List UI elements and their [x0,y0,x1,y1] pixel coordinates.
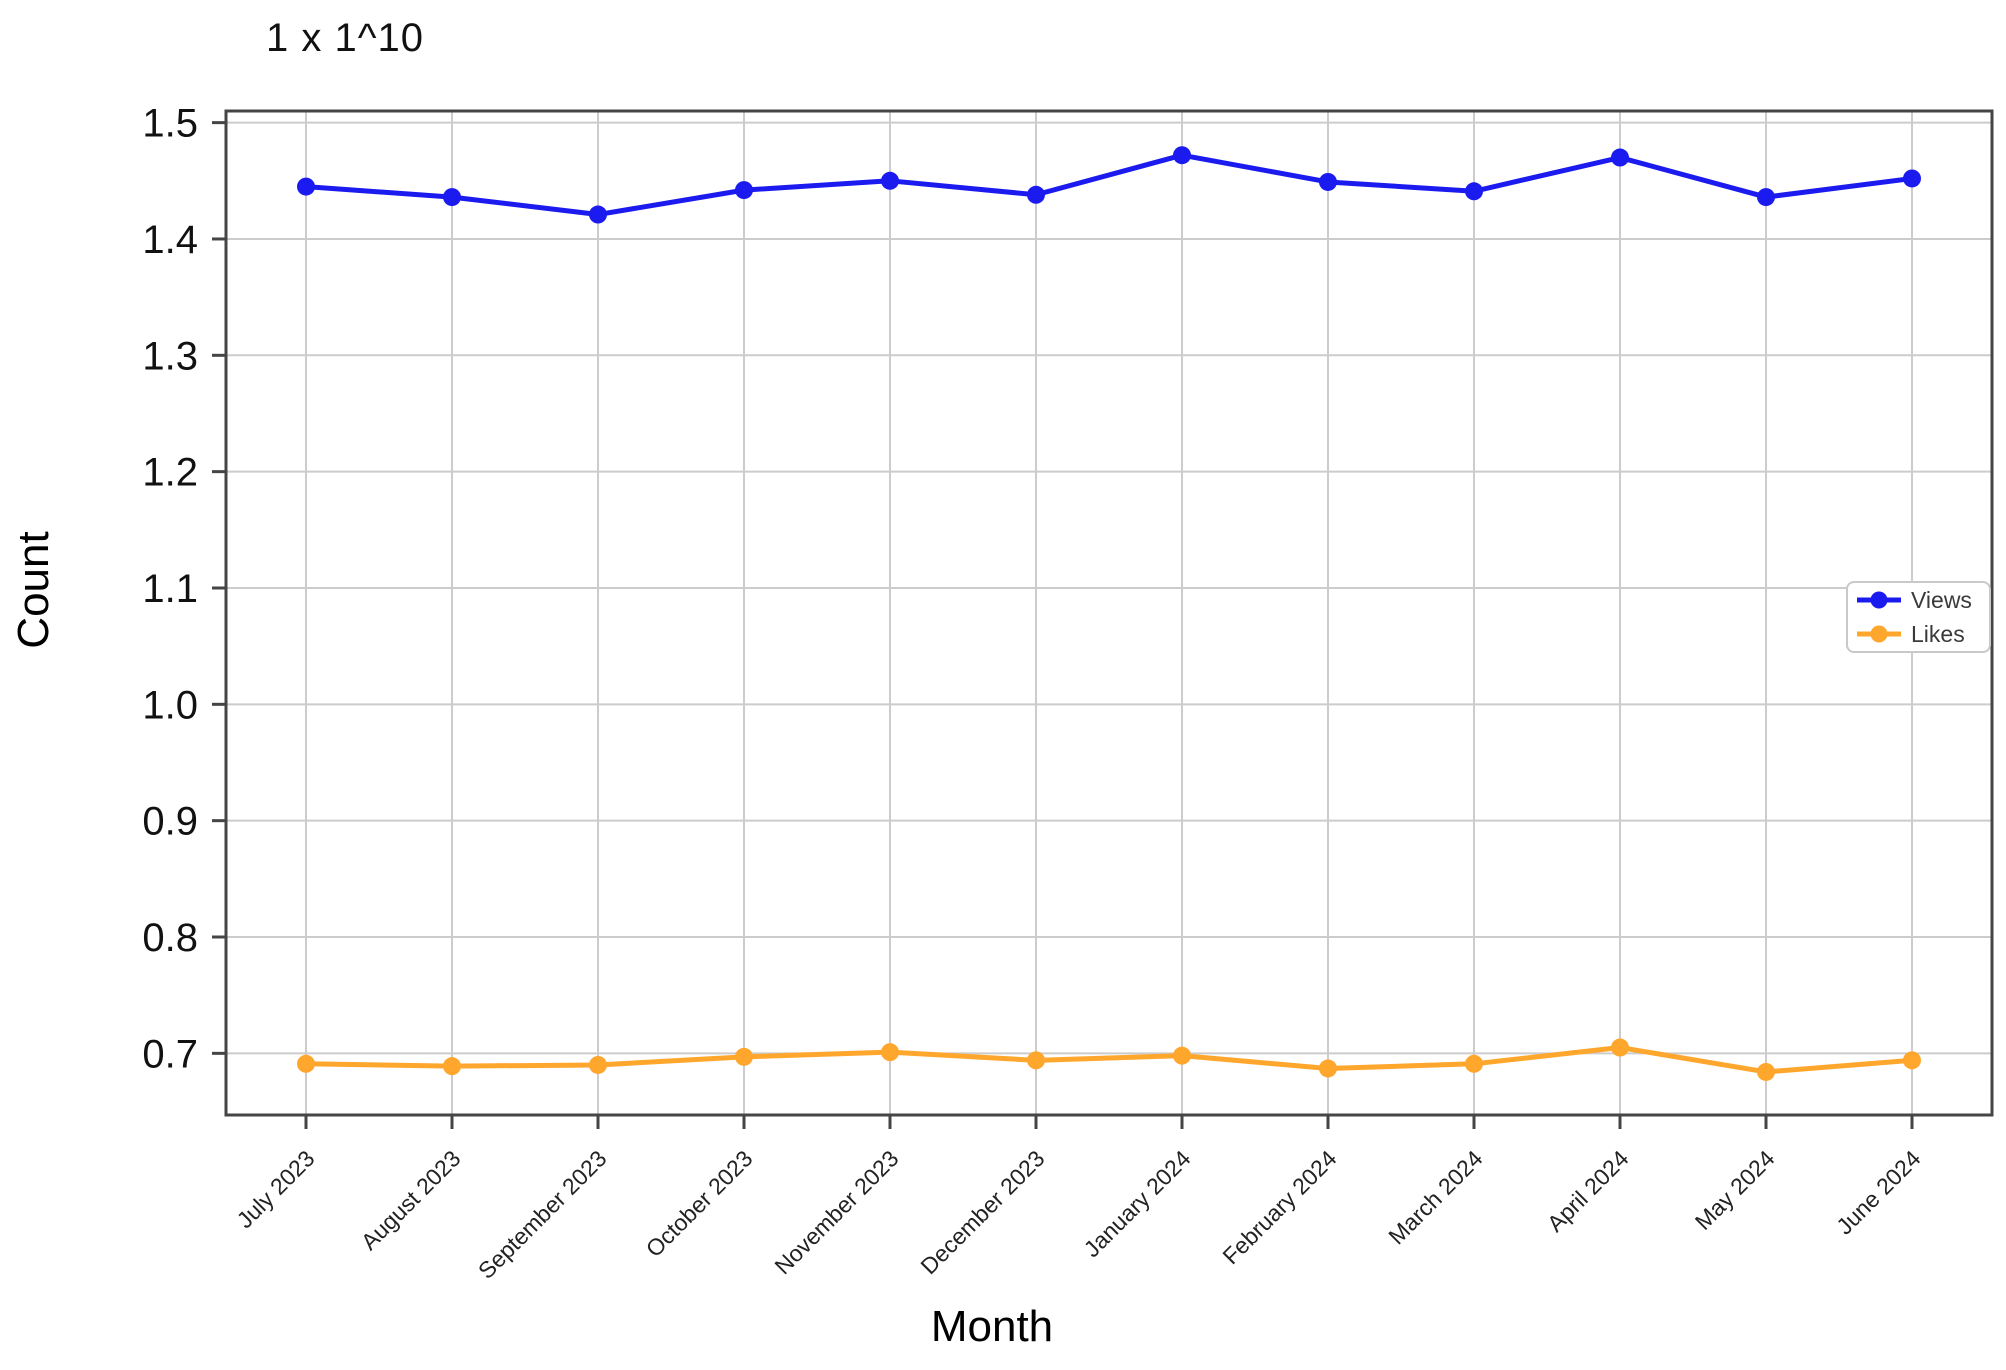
x-axis-title: Month [930,1302,1054,1351]
y-axis-scale-note: 1 x 1^10 [266,16,424,60]
data-point-views-2 [589,205,607,224]
data-point-likes-0 [297,1054,315,1073]
series-line-views [303,152,1915,218]
legend-label-views: Views [1911,587,1972,613]
data-point-likes-1 [443,1057,461,1076]
data-point-views-10 [1757,188,1775,207]
data-point-likes-10 [1757,1062,1775,1081]
data-point-likes-3 [735,1047,753,1066]
data-point-likes-9 [1611,1038,1629,1057]
legend-marker-likes [1870,625,1888,643]
x-tick-label: October 2023 [641,1145,758,1262]
y-tick-label: 0.8 [142,916,198,960]
data-point-likes-5 [1027,1051,1045,1070]
x-tick-label: July 2023 [232,1145,320,1233]
y-tick-label: 0.7 [142,1032,198,1076]
legend-marker-views [1870,591,1888,609]
data-point-likes-6 [1173,1046,1191,1065]
data-point-likes-2 [589,1055,607,1074]
x-tick-label: June 2024 [1831,1145,1925,1239]
plot-border [224,109,1994,1117]
x-tick-label: January 2024 [1079,1145,1196,1262]
x-tick-label: February 2024 [1217,1145,1341,1269]
legend-label-likes: Likes [1911,621,1965,647]
y-tick-label: 1.5 [142,102,198,146]
data-point-views-5 [1027,185,1045,204]
x-tick-label: March 2024 [1383,1145,1487,1249]
data-point-views-11 [1903,169,1921,188]
x-tick-label: December 2023 [915,1145,1049,1279]
y-tick-label: 1.1 [142,567,198,611]
y-tick-label: 1.2 [142,451,198,495]
data-point-views-0 [297,177,315,196]
legend: Views Likes [1846,581,1991,653]
data-point-likes-4 [881,1043,899,1062]
data-point-views-7 [1319,172,1337,191]
data-point-likes-11 [1903,1051,1921,1070]
data-point-views-3 [735,181,753,200]
y-tick-label: 1.4 [142,218,198,262]
y-tick-label: 1.3 [142,334,198,378]
y-tick-label: 1.0 [142,683,198,727]
data-point-views-1 [443,188,461,207]
data-point-views-9 [1611,148,1629,167]
y-tick-label: 0.9 [142,800,198,844]
data-point-views-6 [1173,146,1191,165]
data-point-likes-7 [1319,1059,1337,1078]
series-line-likes [303,1045,1915,1075]
x-tick-label: April 2024 [1542,1145,1634,1237]
x-tick-label: May 2024 [1690,1145,1780,1235]
data-point-views-4 [881,171,899,190]
data-point-views-8 [1465,182,1483,201]
data-point-likes-8 [1465,1054,1483,1073]
x-tick-label: September 2023 [473,1145,612,1284]
x-tick-label: November 2023 [769,1145,903,1279]
x-tick-label: August 2023 [356,1145,466,1255]
